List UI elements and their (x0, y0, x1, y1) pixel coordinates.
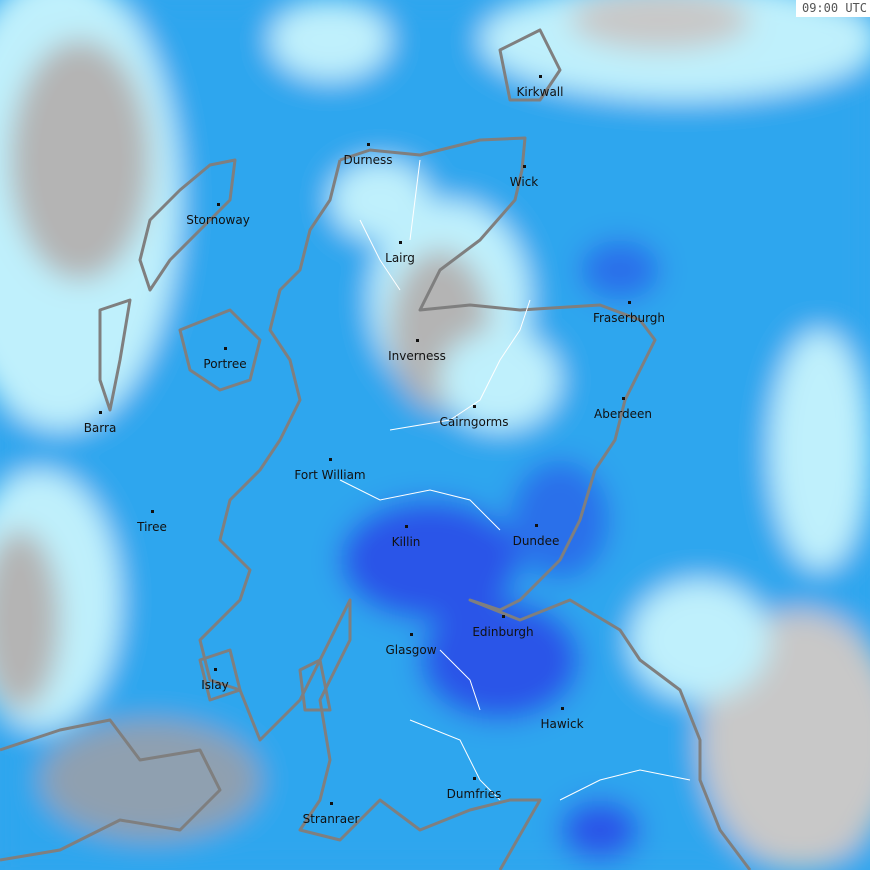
city-label: Glasgow (385, 643, 437, 657)
rivers (339, 159, 691, 801)
city-label: Durness (343, 153, 393, 167)
city-dot (622, 397, 625, 400)
city-label: Killin (391, 535, 421, 549)
city-dot (523, 165, 526, 168)
city-dot (416, 339, 419, 342)
city-dot (405, 525, 408, 528)
city-dot (502, 615, 505, 618)
city-label: Dumfries (446, 787, 502, 801)
city-dot (628, 301, 631, 304)
coastline (0, 28, 752, 870)
city-label: Fraserburgh (592, 311, 666, 325)
city-label: Stornoway (186, 213, 250, 227)
city-dot (99, 411, 102, 414)
city-label: Hawick (540, 717, 584, 731)
city-label: Stranraer (302, 812, 360, 826)
city-label: Inverness (388, 349, 446, 363)
city-dot (214, 668, 217, 671)
city-dot (217, 203, 220, 206)
city-label: Lairg (385, 251, 415, 265)
city-dot (151, 510, 154, 513)
city-label: Wick (509, 175, 539, 189)
timestamp: 09:00 UTC (795, 0, 870, 17)
city-label: Fort William (294, 468, 366, 482)
city-label: Kirkwall (516, 85, 564, 99)
city-label: Portree (203, 357, 247, 371)
city-label: Cairngorms (439, 415, 509, 429)
city-dot (473, 777, 476, 780)
city-dot (367, 143, 370, 146)
city-label: Edinburgh (472, 625, 534, 639)
city-dot (224, 347, 227, 350)
city-label: Tiree (137, 520, 167, 534)
city-dot (410, 633, 413, 636)
city-label: Dundee (512, 534, 560, 548)
city-dot (473, 405, 476, 408)
city-dot (330, 802, 333, 805)
city-dot (329, 458, 332, 461)
city-dot (399, 241, 402, 244)
city-label: Barra (83, 421, 117, 435)
city-dot (535, 524, 538, 527)
city-label: Aberdeen (594, 407, 652, 421)
city-dot (561, 707, 564, 710)
city-label: Islay (201, 678, 229, 692)
city-dot (539, 75, 542, 78)
